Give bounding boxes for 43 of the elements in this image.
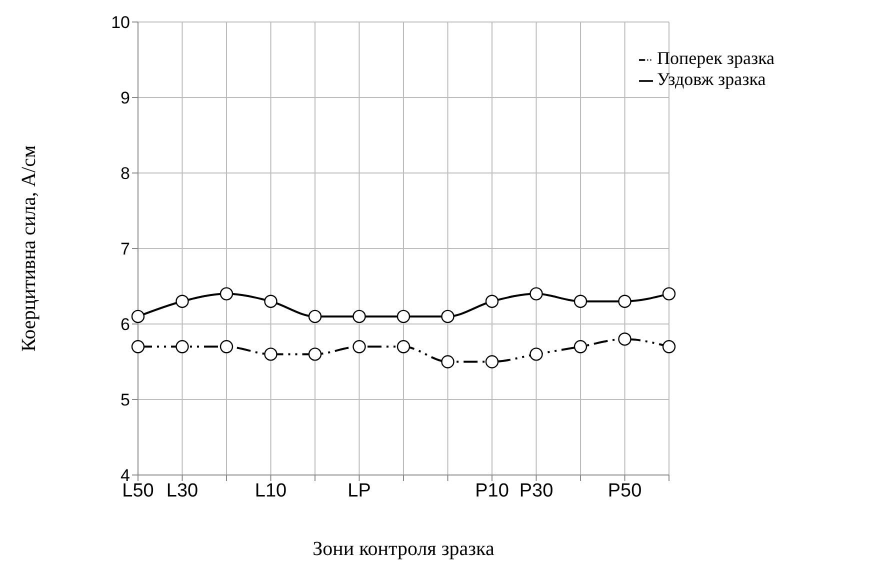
y-tick-label: 9	[120, 88, 130, 108]
point	[220, 287, 234, 300]
legend-label: Поперек зразка	[657, 48, 775, 68]
point	[574, 294, 588, 308]
point	[176, 294, 189, 308]
x-tick-label: P30	[519, 480, 554, 502]
x-tick-label: L50	[122, 480, 154, 502]
y-tick-label: 7	[120, 240, 130, 259]
point	[352, 340, 366, 354]
point	[618, 294, 632, 308]
point	[396, 310, 410, 324]
point	[530, 348, 543, 361]
point	[662, 340, 676, 354]
point	[352, 310, 366, 324]
point	[308, 310, 322, 324]
x-tick-label: P10	[475, 480, 509, 502]
point	[264, 348, 278, 361]
point	[264, 294, 278, 308]
point	[131, 310, 145, 324]
point	[530, 287, 543, 300]
point	[220, 340, 234, 354]
point	[176, 340, 189, 354]
x-tick-label: P50	[608, 480, 642, 502]
point	[618, 332, 632, 346]
legend-label: Уздовж зразка	[657, 69, 766, 89]
point	[441, 310, 454, 324]
point	[485, 294, 499, 308]
point	[662, 287, 676, 300]
y-tick-label: 6	[120, 315, 130, 334]
x-tick-label: L10	[254, 480, 287, 502]
y-tick-label: 5	[120, 390, 130, 410]
point	[441, 355, 454, 368]
x-axis-title: Зони контроля зразка	[312, 538, 494, 560]
point	[485, 355, 499, 368]
x-tick-label: LP	[348, 480, 371, 502]
point	[308, 348, 322, 361]
point	[396, 340, 410, 354]
x-tick-label: L30	[166, 480, 198, 502]
y-axis-title: Коерцитивна сила, А/см	[18, 145, 40, 352]
point	[574, 340, 588, 354]
y-tick-label: 10	[111, 13, 130, 32]
point	[131, 340, 145, 354]
y-tick-label: 8	[120, 164, 130, 184]
